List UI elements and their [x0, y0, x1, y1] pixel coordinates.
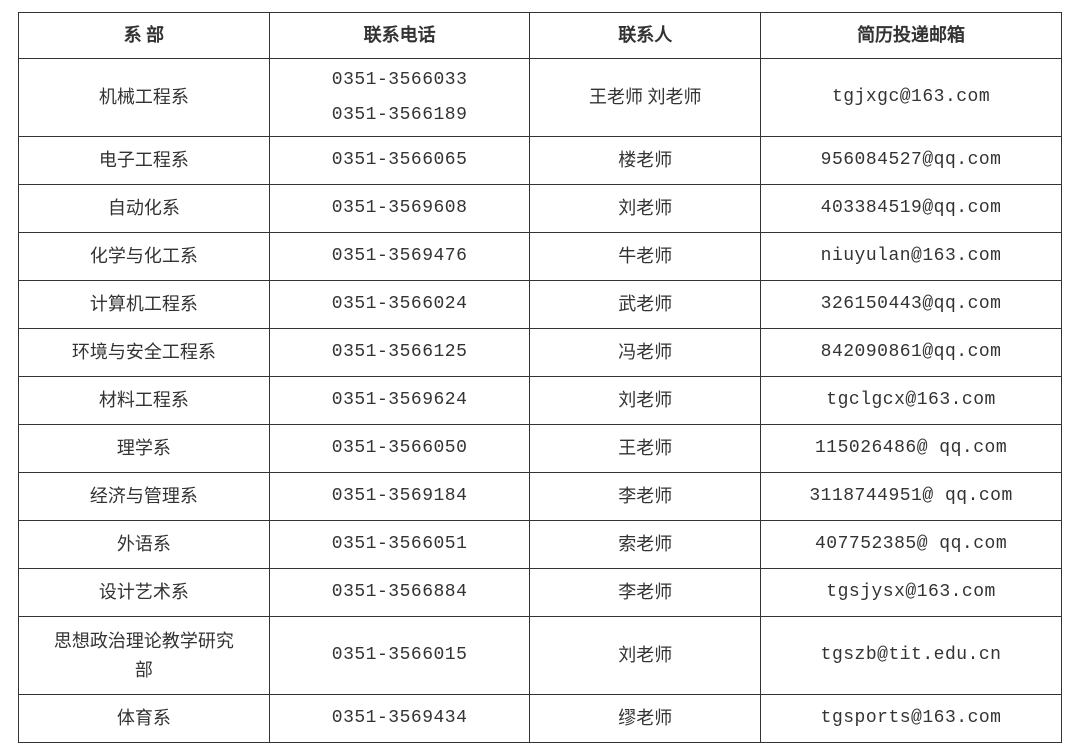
col-header-email: 简历投递邮箱 [761, 13, 1062, 59]
table-row: 计算机工程系0351-3566024武老师326150443@qq.com [19, 281, 1062, 329]
cell-dept: 化学与化工系 [19, 233, 270, 281]
cell-dept: 思想政治理论教学研究部 [19, 617, 270, 695]
cell-email: 842090861@qq.com [761, 329, 1062, 377]
table-row: 思想政治理论教学研究部0351-3566015刘老师tgszb@tit.edu.… [19, 617, 1062, 695]
cell-contact: 牛老师 [530, 233, 761, 281]
cell-phone: 0351-3566125 [269, 329, 530, 377]
cell-email: 115026486@ qq.com [761, 425, 1062, 473]
cell-contact: 缪老师 [530, 695, 761, 743]
cell-email: tgsjysx@163.com [761, 569, 1062, 617]
cell-dept: 设计艺术系 [19, 569, 270, 617]
cell-contact: 楼老师 [530, 137, 761, 185]
page: 系 部 联系电话 联系人 简历投递邮箱 机械工程系0351-3566033035… [0, 0, 1080, 746]
table-row: 电子工程系0351-3566065楼老师956084527@qq.com [19, 137, 1062, 185]
cell-phone: 0351-3566884 [269, 569, 530, 617]
cell-contact: 刘老师 [530, 377, 761, 425]
cell-phone: 0351-35660330351-3566189 [269, 59, 530, 137]
cell-phone: 0351-3566050 [269, 425, 530, 473]
cell-contact: 刘老师 [530, 185, 761, 233]
cell-phone: 0351-3566065 [269, 137, 530, 185]
cell-contact: 刘老师 [530, 617, 761, 695]
cell-phone: 0351-3569608 [269, 185, 530, 233]
table-row: 材料工程系0351-3569624刘老师tgclgcx@163.com [19, 377, 1062, 425]
cell-email: 407752385@ qq.com [761, 521, 1062, 569]
cell-email: 956084527@qq.com [761, 137, 1062, 185]
cell-dept: 环境与安全工程系 [19, 329, 270, 377]
table-header-row: 系 部 联系电话 联系人 简历投递邮箱 [19, 13, 1062, 59]
table-row: 外语系0351-3566051索老师407752385@ qq.com [19, 521, 1062, 569]
cell-email: 326150443@qq.com [761, 281, 1062, 329]
cell-dept: 机械工程系 [19, 59, 270, 137]
cell-email: tgjxgc@163.com [761, 59, 1062, 137]
cell-email: 403384519@qq.com [761, 185, 1062, 233]
cell-phone: 0351-3569624 [269, 377, 530, 425]
table-row: 化学与化工系0351-3569476牛老师niuyulan@163.com [19, 233, 1062, 281]
table-row: 设计艺术系0351-3566884李老师tgsjysx@163.com [19, 569, 1062, 617]
cell-email: tgszb@tit.edu.cn [761, 617, 1062, 695]
cell-email: niuyulan@163.com [761, 233, 1062, 281]
cell-email: 3118744951@ qq.com [761, 473, 1062, 521]
table-row: 经济与管理系0351-3569184李老师3118744951@ qq.com [19, 473, 1062, 521]
cell-dept: 经济与管理系 [19, 473, 270, 521]
cell-contact: 李老师 [530, 473, 761, 521]
table-row: 机械工程系0351-35660330351-3566189王老师 刘老师tgjx… [19, 59, 1062, 137]
cell-contact: 王老师 [530, 425, 761, 473]
cell-email: tgsports@163.com [761, 695, 1062, 743]
cell-phone: 0351-3566015 [269, 617, 530, 695]
cell-dept: 理学系 [19, 425, 270, 473]
cell-phone: 0351-3569476 [269, 233, 530, 281]
cell-dept: 外语系 [19, 521, 270, 569]
cell-email: tgclgcx@163.com [761, 377, 1062, 425]
cell-phone: 0351-3569184 [269, 473, 530, 521]
cell-contact: 冯老师 [530, 329, 761, 377]
cell-dept: 计算机工程系 [19, 281, 270, 329]
cell-dept: 自动化系 [19, 185, 270, 233]
table-row: 环境与安全工程系0351-3566125冯老师842090861@qq.com [19, 329, 1062, 377]
cell-dept: 体育系 [19, 695, 270, 743]
cell-contact: 索老师 [530, 521, 761, 569]
cell-contact: 李老师 [530, 569, 761, 617]
cell-contact: 武老师 [530, 281, 761, 329]
table-row: 自动化系0351-3569608刘老师403384519@qq.com [19, 185, 1062, 233]
cell-phone: 0351-3566024 [269, 281, 530, 329]
cell-phone: 0351-3566051 [269, 521, 530, 569]
col-header-phone: 联系电话 [269, 13, 530, 59]
cell-phone: 0351-3569434 [269, 695, 530, 743]
table-row: 理学系0351-3566050王老师115026486@ qq.com [19, 425, 1062, 473]
cell-contact: 王老师 刘老师 [530, 59, 761, 137]
cell-dept: 材料工程系 [19, 377, 270, 425]
table-body: 机械工程系0351-35660330351-3566189王老师 刘老师tgjx… [19, 59, 1062, 743]
col-header-contact: 联系人 [530, 13, 761, 59]
col-header-dept: 系 部 [19, 13, 270, 59]
contact-table: 系 部 联系电话 联系人 简历投递邮箱 机械工程系0351-3566033035… [18, 12, 1062, 743]
table-row: 体育系0351-3569434缪老师tgsports@163.com [19, 695, 1062, 743]
cell-dept: 电子工程系 [19, 137, 270, 185]
